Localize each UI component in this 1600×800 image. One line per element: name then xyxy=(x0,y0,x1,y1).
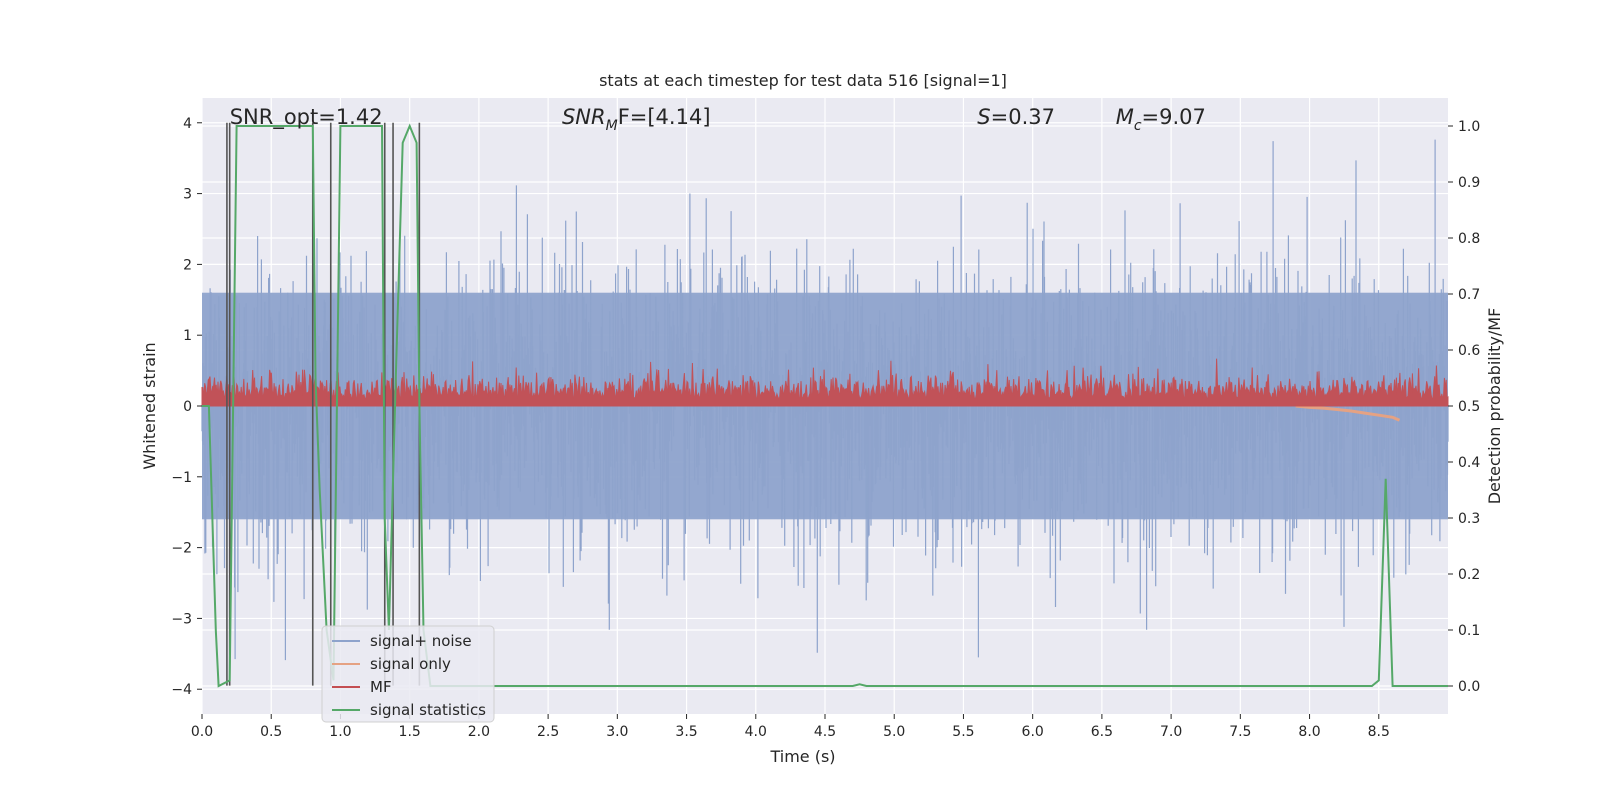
x-tick-label: 6.5 xyxy=(1091,724,1113,740)
annotation-tail: F=[4.14] xyxy=(618,105,711,129)
y-tick-label-left: 4 xyxy=(183,116,192,132)
axes: 0.0 0.5 1.0 1.5 2.0 2.5 3.0 3.5 4.0 4.5 5.0 5.5 6.0 6… xyxy=(171,116,1480,740)
legend-label: signal only xyxy=(370,655,451,673)
x-tick-label: 3.5 xyxy=(675,724,697,740)
y-tick-label-left: −1 xyxy=(171,470,192,486)
y-tick-label-right: 0.8 xyxy=(1458,231,1480,247)
x-tick-label: 7.0 xyxy=(1160,724,1182,740)
annotation: SNRMF=[4.14] xyxy=(562,105,711,134)
legend-label: signal+ noise xyxy=(370,632,472,650)
x-tick-label: 2.5 xyxy=(537,724,559,740)
y-tick-label-left: 2 xyxy=(183,257,192,273)
y-tick-label-left: 1 xyxy=(183,328,192,344)
y-tick-label-left: 3 xyxy=(183,187,192,203)
y-tick-label-left: −4 xyxy=(171,682,192,698)
y-tick-label-right: 1.0 xyxy=(1458,119,1480,135)
annotation-base: M xyxy=(1116,105,1134,129)
annotation: S=0.37 xyxy=(977,105,1055,129)
x-tick-label: 1.5 xyxy=(399,724,421,740)
x-tick-label: 4.0 xyxy=(745,724,767,740)
y-axis-label-right: Detection probability/MF xyxy=(1485,308,1504,505)
x-tick-label: 1.0 xyxy=(329,724,351,740)
signal-only-line xyxy=(1295,404,1401,422)
annotation-base: SNR xyxy=(562,105,606,129)
y-tick-label-right: 0.4 xyxy=(1458,455,1480,471)
x-tick-label: 0.5 xyxy=(260,724,282,740)
x-axis-label: Time (s) xyxy=(769,747,835,766)
x-tick-label: 5.5 xyxy=(952,724,974,740)
chart-title: stats at each timestep for test data 516… xyxy=(599,71,1007,90)
annotation: Mc=9.07 xyxy=(1116,105,1206,134)
x-tick-label: 8.0 xyxy=(1298,724,1320,740)
mf-line xyxy=(201,358,1449,407)
x-tick-label: 8.5 xyxy=(1368,724,1390,740)
annotation-subscript: c xyxy=(1134,118,1142,134)
y-tick-label-left: 0 xyxy=(183,399,192,415)
legend-label: MF xyxy=(370,678,392,696)
y-tick-label-right: 0.9 xyxy=(1458,175,1480,191)
annotation-subscript: M xyxy=(606,118,618,134)
x-tick-label: 5.0 xyxy=(883,724,905,740)
y-tick-label-right: 0.1 xyxy=(1458,623,1480,639)
annotation-italic: S xyxy=(977,105,990,129)
y-tick-label-right: 0.3 xyxy=(1458,511,1480,527)
x-tick-label: 3.0 xyxy=(606,724,628,740)
y-tick-label-left: −2 xyxy=(171,541,192,557)
legend: signal+ noise signal only MF signal statist… xyxy=(321,625,495,723)
x-tick-label: 7.5 xyxy=(1229,724,1251,740)
y-tick-label-right: 0.6 xyxy=(1458,343,1480,359)
annotation-tail: =9.07 xyxy=(1142,105,1206,129)
legend-box xyxy=(321,625,495,723)
annotations: SNR_opt=1.42 SNRMF=[4.14] S=0.37 Mc=9.07 xyxy=(230,105,1206,134)
x-tick-label: 2.0 xyxy=(468,724,490,740)
signal-statistics-line xyxy=(202,123,1448,688)
y-tick-label-right: 0.0 xyxy=(1458,679,1480,695)
y-tick-label-right: 0.5 xyxy=(1458,399,1480,415)
annotation: SNR_opt=1.42 xyxy=(230,105,383,130)
y-axis-label-left: Whitened strain xyxy=(140,342,159,469)
x-tick-label: 0.0 xyxy=(191,724,213,740)
annotation-tail: =0.37 xyxy=(991,105,1055,129)
signal-statistics-series xyxy=(201,123,1449,688)
x-tick-label: 4.5 xyxy=(814,724,836,740)
y-tick-label-left: −3 xyxy=(171,611,192,627)
legend-label: signal statistics xyxy=(370,701,486,719)
x-tick-label: 6.0 xyxy=(1022,724,1044,740)
mf-series xyxy=(201,358,1449,407)
y-tick-label-right: 0.7 xyxy=(1458,287,1480,303)
y-tick-label-right: 0.2 xyxy=(1458,567,1480,583)
